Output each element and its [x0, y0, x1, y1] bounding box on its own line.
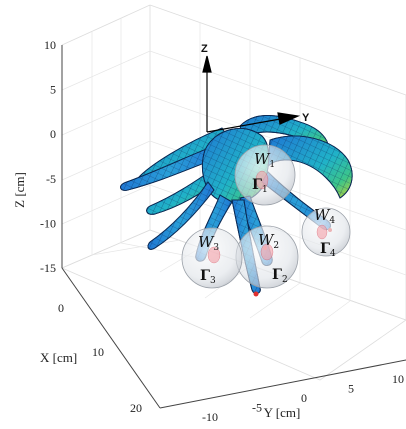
base-frame	[202, 55, 301, 133]
workspace-symbol: W	[198, 233, 215, 251]
z-tick-label: -5	[46, 172, 56, 186]
y-tick-label: 10	[392, 372, 404, 386]
boundary-label: Γ4	[320, 241, 336, 259]
z-tick-label: 0	[50, 127, 56, 141]
workspace-spheres	[181, 144, 351, 289]
z-arrow-head	[202, 55, 212, 73]
workspace-label: W1	[254, 150, 275, 170]
arm-left	[120, 145, 219, 191]
boundary-symbol: Γ	[200, 268, 210, 284]
z-tick-label: -15	[40, 261, 56, 275]
z-axis-label: Z [cm]	[12, 172, 27, 208]
workspace-subscript: 2	[273, 241, 279, 251]
tip-marker	[253, 291, 259, 297]
arm-far-left	[147, 181, 215, 250]
x-tick-label: 20	[130, 401, 142, 415]
z-tick-label: 10	[44, 38, 56, 52]
workspace-subscript: 3	[213, 243, 219, 253]
workspace-label: W4	[314, 206, 335, 226]
z-tick-label: -10	[40, 216, 56, 230]
workspace-sphere-2	[235, 225, 299, 289]
boundary-subscript: 3	[210, 276, 216, 286]
workspace-subscript: 1	[269, 160, 275, 170]
boundary-label: Γ2	[272, 267, 288, 285]
y-ticks: -10 -5 0 5 10	[202, 372, 404, 424]
boundary-subscript: 1	[262, 185, 268, 195]
boundary-subscript: 4	[330, 249, 336, 259]
workspace-sphere-4	[301, 207, 351, 257]
x-ticks: 0 10 20	[58, 301, 142, 415]
boundary-subscript: 2	[282, 275, 288, 285]
z-tick-label: 5	[50, 83, 56, 97]
x-axis-label: X [cm]	[40, 350, 77, 365]
axis-lines	[61, 45, 406, 409]
workspace-sphere-3	[181, 227, 243, 289]
y-tick-label: 0	[301, 391, 307, 405]
workspace-label: W3	[198, 233, 219, 253]
y-arrow-head	[277, 112, 301, 125]
workspace-symbol: W	[314, 206, 331, 224]
workspace-subscript: 4	[329, 216, 335, 226]
x-tick-label: 10	[92, 345, 104, 359]
workspace-symbol: W	[254, 150, 271, 168]
boundary-symbol: Γ	[252, 177, 262, 193]
y-tick-label: 5	[348, 382, 354, 396]
workspace-sphere-1	[234, 144, 296, 206]
boundary-symbol: Γ	[320, 241, 330, 257]
z-ticks: 10 5 0 -5 -10 -15	[40, 38, 56, 275]
frame-y-label: Y	[302, 112, 310, 124]
boundary-label: Γ1	[252, 177, 268, 195]
frame-z-label: Z	[201, 43, 208, 55]
y-tick-label: -5	[252, 401, 262, 415]
y-axis-label: Y [cm]	[264, 405, 301, 420]
boundary-symbol: Γ	[272, 267, 282, 283]
workspace-symbol: W	[258, 231, 275, 249]
y-tick-label: -10	[202, 410, 218, 424]
boundary-label: Γ3	[200, 268, 216, 286]
workspace-label: W2	[258, 231, 279, 251]
x-tick-label: 0	[58, 301, 64, 315]
